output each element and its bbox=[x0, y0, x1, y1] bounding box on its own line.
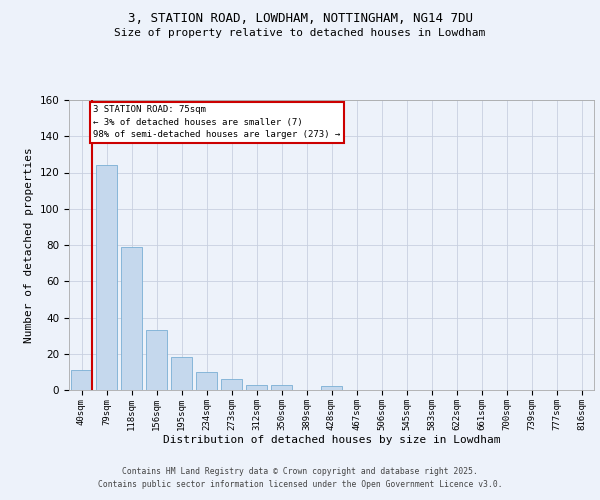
Y-axis label: Number of detached properties: Number of detached properties bbox=[24, 147, 34, 343]
Bar bbox=[171, 358, 192, 390]
Text: Contains public sector information licensed under the Open Government Licence v3: Contains public sector information licen… bbox=[98, 480, 502, 489]
Bar bbox=[146, 330, 167, 390]
Bar bbox=[71, 370, 92, 390]
Bar bbox=[196, 372, 217, 390]
X-axis label: Distribution of detached houses by size in Lowdham: Distribution of detached houses by size … bbox=[163, 436, 500, 446]
Bar bbox=[271, 384, 292, 390]
Text: 3 STATION ROAD: 75sqm
← 3% of detached houses are smaller (7)
98% of semi-detach: 3 STATION ROAD: 75sqm ← 3% of detached h… bbox=[93, 106, 341, 140]
Bar bbox=[321, 386, 342, 390]
Text: 3, STATION ROAD, LOWDHAM, NOTTINGHAM, NG14 7DU: 3, STATION ROAD, LOWDHAM, NOTTINGHAM, NG… bbox=[128, 12, 473, 26]
Bar bbox=[246, 384, 267, 390]
Bar bbox=[121, 247, 142, 390]
Bar bbox=[221, 379, 242, 390]
Text: Size of property relative to detached houses in Lowdham: Size of property relative to detached ho… bbox=[115, 28, 485, 38]
Text: Contains HM Land Registry data © Crown copyright and database right 2025.: Contains HM Land Registry data © Crown c… bbox=[122, 467, 478, 476]
Bar bbox=[96, 165, 117, 390]
